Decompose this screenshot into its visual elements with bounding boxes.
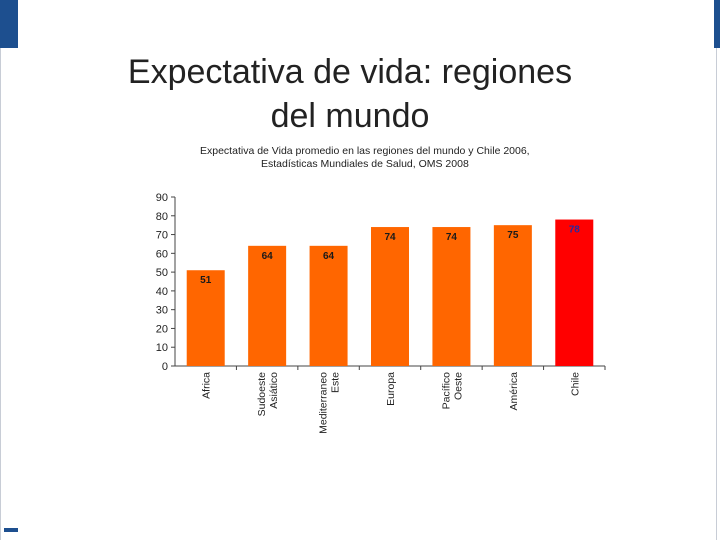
x-category-label: Chile <box>569 372 581 396</box>
slide-title: Expectativa de vida: regiones del mundo <box>20 50 680 138</box>
bar <box>248 245 287 366</box>
bars: 51 64 64 74 74 75 78 <box>186 219 606 370</box>
footer-mark <box>4 528 18 532</box>
y-tick-label: 80 <box>156 211 168 223</box>
x-category-label: Pacífico Oeste <box>440 372 464 410</box>
y-tick-label: 50 <box>156 267 168 279</box>
y-axis: 0 10 20 30 40 50 60 70 80 90 <box>156 192 605 373</box>
x-category-label: América <box>508 372 520 411</box>
x-category-label-line: Pacífico <box>440 372 452 410</box>
bar-value-label: 74 <box>446 232 458 243</box>
bar <box>432 227 471 366</box>
x-axis-labels: Africa Sudoeste Asiático Mediterraneo Este Eu… <box>201 372 582 434</box>
chart-title: Expectativa de Vida promedio en las regi… <box>200 145 530 157</box>
bar <box>309 245 348 366</box>
bar-value-label: 74 <box>384 232 396 243</box>
bar-value-label: 78 <box>569 225 581 236</box>
y-tick-label: 90 <box>156 192 168 204</box>
right-border-line <box>716 48 717 540</box>
bar-value-label: 64 <box>262 251 274 262</box>
bar <box>371 227 409 366</box>
y-tick-label: 60 <box>156 248 168 260</box>
x-category-label-line: Asiático <box>268 372 280 409</box>
x-category-label-line: Sudoeste <box>256 372 268 417</box>
chart-subtitle: Estadísticas Mundiales de Salud, OMS 200… <box>261 158 469 170</box>
x-category-label-line: Europa <box>385 372 397 406</box>
x-category-label: Sudoeste Asiático <box>256 372 280 417</box>
y-tick-label: 30 <box>156 305 168 317</box>
y-tick-label: 40 <box>156 286 168 298</box>
x-category-label-line: Africa <box>201 372 213 399</box>
y-tick-label: 10 <box>156 342 168 354</box>
x-category-label: Europa <box>385 372 397 406</box>
y-tick-label: 20 <box>156 323 168 335</box>
bar-value-label: 75 <box>507 230 519 241</box>
x-category-label-line: Chile <box>569 372 581 396</box>
slide-title-line-2: del mundo <box>270 97 430 135</box>
x-category-label: Africa <box>201 372 213 399</box>
left-accent-bar <box>0 0 18 48</box>
y-tick-label: 70 <box>156 230 168 242</box>
x-category-label-line: Este <box>330 372 342 393</box>
x-category-label: Mediterraneo Este <box>318 372 342 434</box>
right-accent-bar <box>714 0 720 48</box>
bar <box>555 219 594 366</box>
bar <box>186 270 225 366</box>
bar-value-label: 51 <box>200 275 212 286</box>
x-category-label-line: Oeste <box>452 372 464 400</box>
slide-title-line-1: Expectativa de vida: regiones <box>127 53 573 91</box>
bar-value-label: 64 <box>323 251 335 262</box>
x-category-label-line: América <box>508 372 520 411</box>
y-tick-label: 0 <box>162 361 168 373</box>
left-border-line <box>0 48 1 540</box>
bar <box>493 225 532 366</box>
x-category-label-line: Mediterraneo <box>318 372 330 434</box>
